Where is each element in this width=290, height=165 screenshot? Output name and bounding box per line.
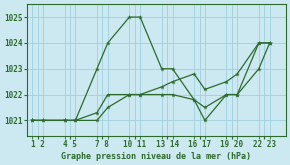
X-axis label: Graphe pression niveau de la mer (hPa): Graphe pression niveau de la mer (hPa) [61, 152, 251, 161]
